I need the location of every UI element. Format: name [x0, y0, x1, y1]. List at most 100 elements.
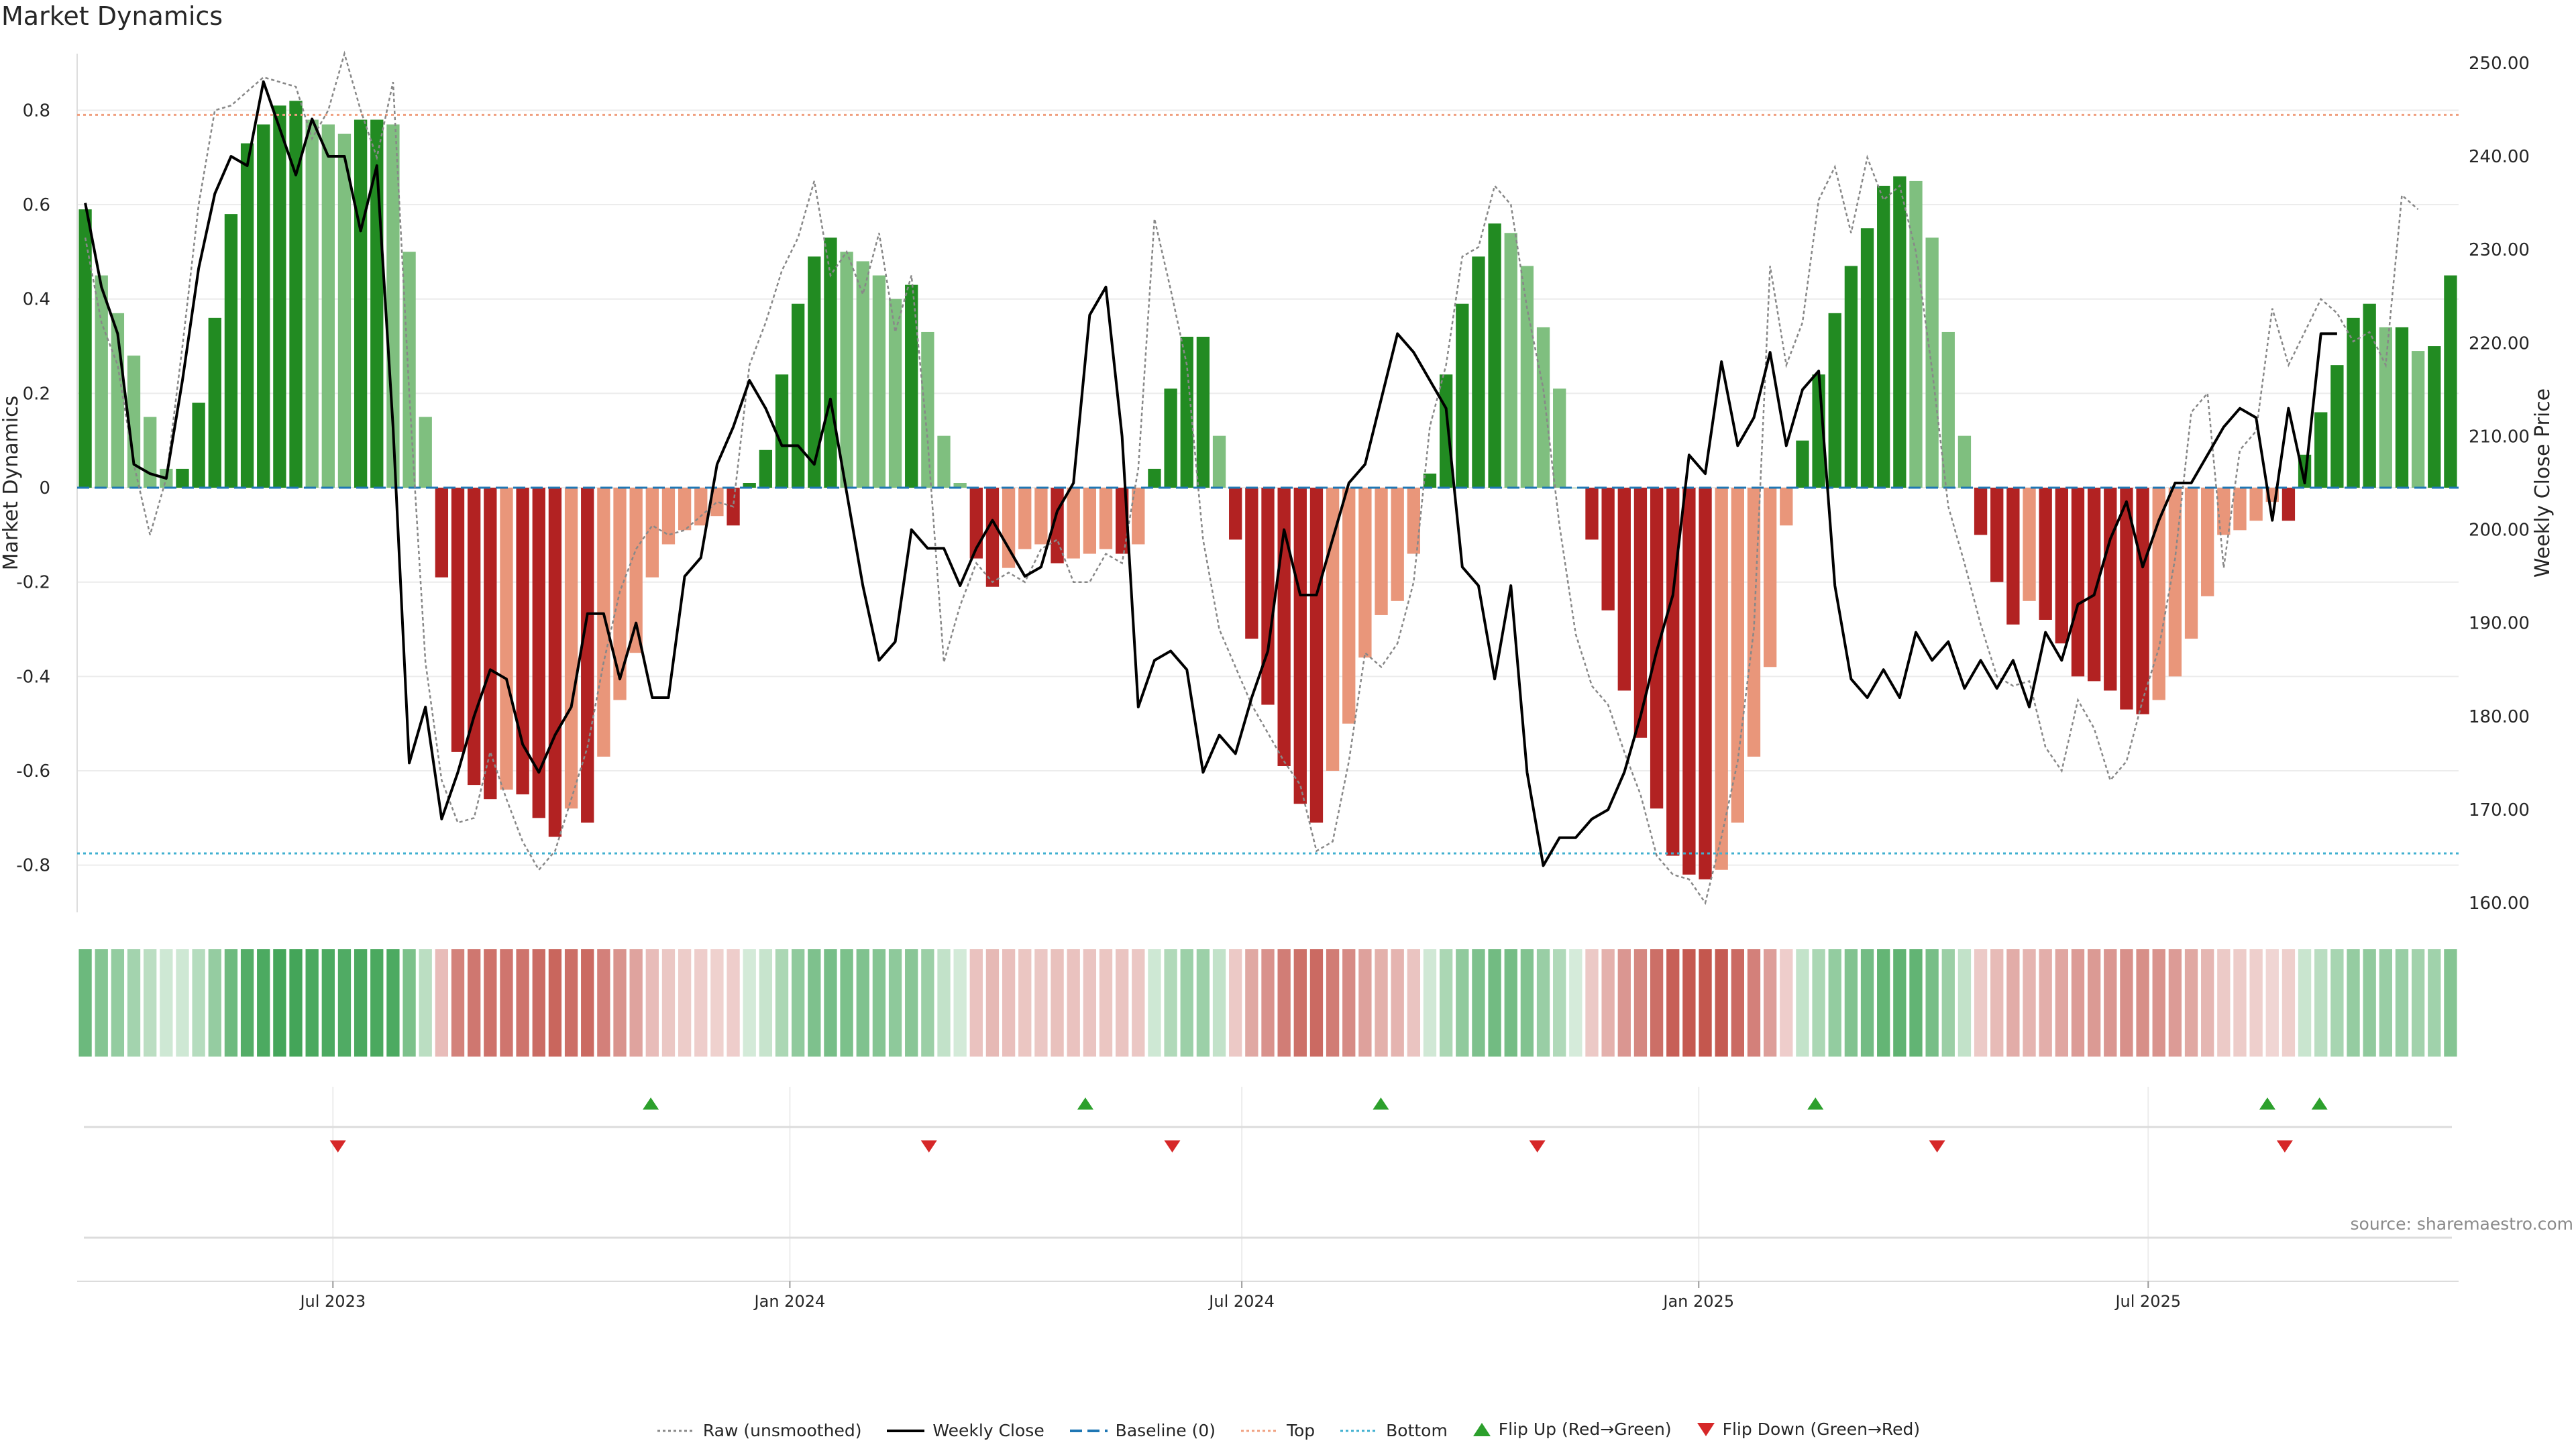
x-tick-label: Jul 2025: [2114, 1292, 2181, 1311]
bar: [2055, 488, 2068, 644]
bar: [1957, 435, 1972, 488]
heat-strip-cell: [710, 949, 724, 1057]
bar: [1731, 488, 1744, 823]
heat-strip-cell: [2184, 949, 2198, 1057]
triangle-down-icon: [1697, 1422, 1715, 1436]
heat-strip-cell: [969, 949, 983, 1057]
bar: [937, 435, 951, 488]
bar: [2104, 488, 2117, 691]
x-tick-label: Jul 2024: [1208, 1292, 1275, 1311]
bar: [1699, 488, 1712, 879]
flip-down-marker: [329, 1140, 346, 1152]
heat-strip-cell: [273, 949, 286, 1057]
bar: [419, 417, 432, 488]
heat-strip-cell: [905, 949, 918, 1057]
flip-up-marker: [1077, 1097, 1093, 1110]
y-right-tick-label: 210.00: [2469, 427, 2530, 447]
bar: [2444, 275, 2457, 488]
bar: [1666, 488, 1680, 856]
bar: [2379, 327, 2392, 488]
dotted-line-icon: [657, 1430, 695, 1432]
y-tick-label: -0.8: [16, 856, 50, 876]
bar: [1974, 488, 1988, 535]
heat-strip-cell: [743, 949, 756, 1057]
bar: [1504, 233, 1517, 488]
bar: [581, 488, 594, 823]
bar: [2428, 346, 2441, 488]
legend-label: Top: [1286, 1421, 1316, 1440]
bar: [1715, 488, 1728, 870]
heat-strip-cell: [792, 949, 805, 1057]
heat-strip-cell: [2168, 949, 2182, 1057]
heat-strip-cell: [1115, 949, 1129, 1057]
y-right-tick-label: 180.00: [2469, 707, 2530, 727]
heat-strip-cell: [484, 949, 497, 1057]
heat-strip-cell: [1747, 949, 1761, 1057]
legend-label: Raw (unsmoothed): [702, 1421, 862, 1440]
heat-strip-cell: [661, 949, 676, 1057]
heat-strip-cell: [888, 949, 902, 1057]
bar: [435, 488, 449, 578]
y-tick-label: -0.4: [16, 667, 50, 687]
bar: [597, 488, 610, 757]
bar: [775, 374, 789, 488]
heat-strip-cell: [678, 949, 692, 1057]
heat-strip-cell: [1682, 949, 1696, 1057]
flip-down-marker: [2276, 1140, 2293, 1152]
x-tick-label: Jul 2023: [299, 1292, 366, 1311]
bar: [354, 119, 368, 488]
heat-strip-cell: [1002, 949, 1016, 1057]
legend-item-top: Top: [1240, 1421, 1315, 1440]
heat-strip-cell: [937, 949, 951, 1057]
heat-strip-cell: [370, 949, 384, 1057]
bar: [1309, 488, 1324, 823]
heat-strip-cell: [1796, 949, 1809, 1057]
bar: [402, 252, 416, 488]
heat-strip-cell: [208, 949, 221, 1057]
bar: [1358, 488, 1372, 658]
heat-strip-cell: [289, 949, 303, 1057]
bar: [2201, 488, 2214, 596]
heat-strip-cell: [1536, 949, 1550, 1057]
heat-strip-cell: [2201, 949, 2214, 1057]
bar: [224, 214, 238, 488]
bar: [792, 303, 805, 488]
heat-strip-cell: [613, 949, 627, 1057]
bar: [759, 449, 773, 488]
y-right-tick-label: 240.00: [2469, 147, 2530, 167]
heat-strip-cell: [2265, 949, 2279, 1057]
bar: [1196, 336, 1210, 488]
bar: [678, 488, 692, 531]
heat-strip-cell: [1957, 949, 1972, 1057]
dotted-line-orange-icon: [1240, 1430, 1279, 1432]
heat-strip-cell: [2379, 949, 2392, 1057]
heat-strip-cell: [2006, 949, 2020, 1057]
heat-strip-cell: [1990, 949, 2004, 1057]
bar: [2233, 488, 2247, 531]
heat-strip-cell: [840, 949, 853, 1057]
x-tick-label: Jan 2025: [1662, 1292, 1734, 1311]
bar: [1520, 266, 1534, 488]
bar: [1034, 488, 1048, 545]
heat-strip-cell: [759, 949, 773, 1057]
bar: [192, 402, 205, 488]
heat-strip-cell: [2314, 949, 2328, 1057]
y-tick-label: 0.8: [23, 101, 50, 121]
bar: [1407, 488, 1421, 554]
heat-strip-cell: [2411, 949, 2425, 1057]
heat-strip-cell: [337, 949, 352, 1057]
bar: [468, 488, 481, 786]
heat-strip-cell: [1699, 949, 1712, 1057]
bar: [1099, 488, 1113, 549]
bar: [500, 488, 513, 790]
legend-label: Baseline (0): [1115, 1421, 1216, 1440]
heat-strip-cell: [824, 949, 837, 1057]
bar: [1002, 488, 1016, 568]
heat-strip-cell: [1391, 949, 1404, 1057]
heat-strip-cell: [1018, 949, 1032, 1057]
heat-strip-cell: [1051, 949, 1064, 1057]
bar: [273, 105, 286, 488]
bar: [1083, 488, 1097, 554]
bar: [1229, 488, 1242, 540]
